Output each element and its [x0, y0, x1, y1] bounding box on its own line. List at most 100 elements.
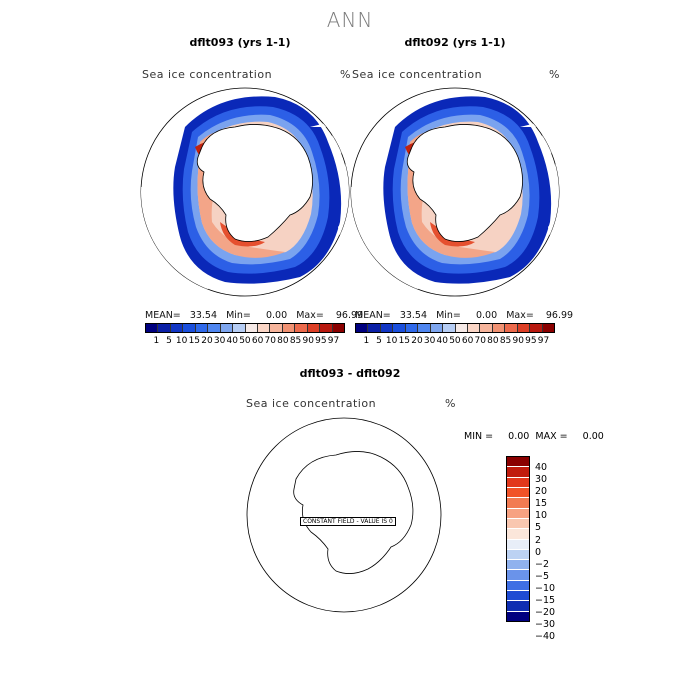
colorbar-tick-label: 60 [461, 336, 474, 346]
colorbar-tick-label: 50 [449, 336, 461, 346]
colorbar-segment [183, 324, 196, 332]
figure-title: ANN [326, 8, 374, 32]
colorbar-segment [507, 601, 529, 612]
colorbar-segment [530, 324, 543, 332]
colorbar-segment [332, 324, 344, 332]
colorbar-tick-label: 80 [487, 336, 499, 346]
colorbar-tick-label: 95 [315, 336, 327, 346]
colorbar-tick-label: −2 [535, 558, 550, 570]
colorbar-segment [208, 324, 221, 332]
diff-panel-title: dflt093 - dflt092 [299, 367, 401, 380]
colorbar-segment [257, 324, 271, 332]
colorbar-tick-label: −15 [535, 595, 556, 607]
colorbar-segment [507, 570, 529, 581]
colorbar-tick-label: 15 [535, 498, 548, 510]
colorbar-tick-label: 85 [289, 336, 302, 346]
panel2-stats: MEAN= 33.54 Min= 0.00 Max= 96.99 [355, 310, 574, 321]
colorbar-segment [195, 324, 209, 332]
colorbar-tick-label: −40 [535, 631, 556, 643]
colorbar-segment [507, 580, 529, 592]
colorbar-tick-label: 5 [376, 336, 382, 346]
colorbar-tick-label: 1 [153, 336, 160, 346]
diff-colorbar [506, 456, 530, 622]
panel1-colorbar [145, 323, 345, 333]
colorbar-segment [507, 560, 529, 571]
panel1-polar-map [140, 87, 350, 297]
colorbar-segment [507, 539, 529, 550]
colorbar-segment [380, 324, 394, 332]
colorbar-segment [233, 324, 246, 332]
diff-variable-label: Sea ice concentration [246, 397, 377, 410]
colorbar-segment [455, 324, 468, 332]
colorbar-tick-label: 40 [226, 336, 238, 346]
diff-colorbar-ticks: 40 30 20 15 10 5 2 0 −2 −5 −10 −15 −20 −30 −40 [535, 462, 555, 643]
colorbar-tick-label: 0 [535, 546, 542, 558]
colorbar-segment [507, 549, 529, 561]
colorbar-tick-label: 80 [277, 336, 289, 346]
colorbar-tick-label: 97 [537, 336, 550, 346]
colorbar-segment [270, 324, 283, 332]
colorbar-segment [480, 324, 493, 332]
colorbar-segment [505, 324, 518, 332]
colorbar-tick-label: −5 [535, 570, 550, 582]
panel2-antarctica-outline [406, 124, 523, 242]
constant-field-annotation: CONSTANT FIELD - VALUE IS 0 [300, 517, 396, 526]
colorbar-tick-label: 30 [423, 336, 436, 346]
colorbar-segment [220, 324, 234, 332]
colorbar-segment [320, 324, 333, 332]
colorbar-tick-label: 15 [188, 336, 201, 346]
colorbar-segment [430, 324, 444, 332]
colorbar-segment [542, 324, 554, 332]
colorbar-segment [467, 324, 481, 332]
colorbar-tick-label: 50 [239, 336, 251, 346]
colorbar-tick-label: 1 [363, 336, 370, 346]
colorbar-segment [507, 611, 529, 621]
colorbar-tick-label: 10 [535, 510, 548, 522]
panel1-variable-label: Sea ice concentration [142, 68, 273, 81]
colorbar-tick-label: 20 [411, 336, 423, 346]
colorbar-segment [517, 324, 531, 332]
colorbar-segment [443, 324, 456, 332]
colorbar-segment [307, 324, 321, 332]
diff-stats: MIN = 0.00 MAX = 0.00 [464, 431, 604, 442]
colorbar-segment [368, 324, 381, 332]
colorbar-tick-label: 70 [264, 336, 276, 346]
colorbar-tick-label: 70 [474, 336, 486, 346]
colorbar-segment [507, 477, 529, 488]
diff-units-label: % [445, 397, 456, 410]
colorbar-segment [295, 324, 308, 332]
panel2-variable-label: Sea ice concentration [352, 68, 483, 81]
panel2-colorbar-ticks: 1 5 10 15 20 30 40 50 60 70 80 85 90 95 97 [360, 336, 550, 346]
colorbar-segment [418, 324, 431, 332]
colorbar-tick-label: 90 [512, 336, 524, 346]
colorbar-segment [507, 591, 529, 602]
panel1-colorbar-ticks: 1 5 10 15 20 30 40 50 60 70 80 85 90 95 97 [150, 336, 340, 346]
panel1-antarctica-outline [196, 124, 313, 242]
colorbar-tick-label: 95 [525, 336, 537, 346]
panel1-units-label: % [340, 68, 351, 81]
panel2-units-label: % [549, 68, 560, 81]
colorbar-tick-label: 20 [535, 486, 548, 498]
colorbar-segment [507, 467, 529, 478]
colorbar-segment [393, 324, 406, 332]
colorbar-segment [146, 324, 159, 332]
colorbar-tick-label: 60 [251, 336, 264, 346]
colorbar-tick-label: 2 [535, 534, 542, 546]
colorbar-tick-label: 30 [213, 336, 226, 346]
colorbar-tick-label: 20 [201, 336, 213, 346]
colorbar-tick-label: −10 [535, 582, 556, 594]
panel-title-dflt093: dflt093 (yrs 1-1) [189, 36, 291, 49]
colorbar-tick-label: 5 [166, 336, 172, 346]
panel2-polar-map [350, 87, 560, 297]
panel1-stats: MEAN= 33.54 Min= 0.00 Max= 96.99 [145, 310, 364, 321]
colorbar-segment [245, 324, 258, 332]
colorbar-segment [507, 487, 529, 499]
colorbar-tick-label: 90 [302, 336, 314, 346]
colorbar-tick-label: 15 [398, 336, 411, 346]
colorbar-segment [170, 324, 184, 332]
colorbar-segment [158, 324, 171, 332]
colorbar-segment [405, 324, 419, 332]
colorbar-tick-label: 85 [499, 336, 512, 346]
panel2-colorbar [355, 323, 555, 333]
colorbar-segment [507, 529, 529, 540]
